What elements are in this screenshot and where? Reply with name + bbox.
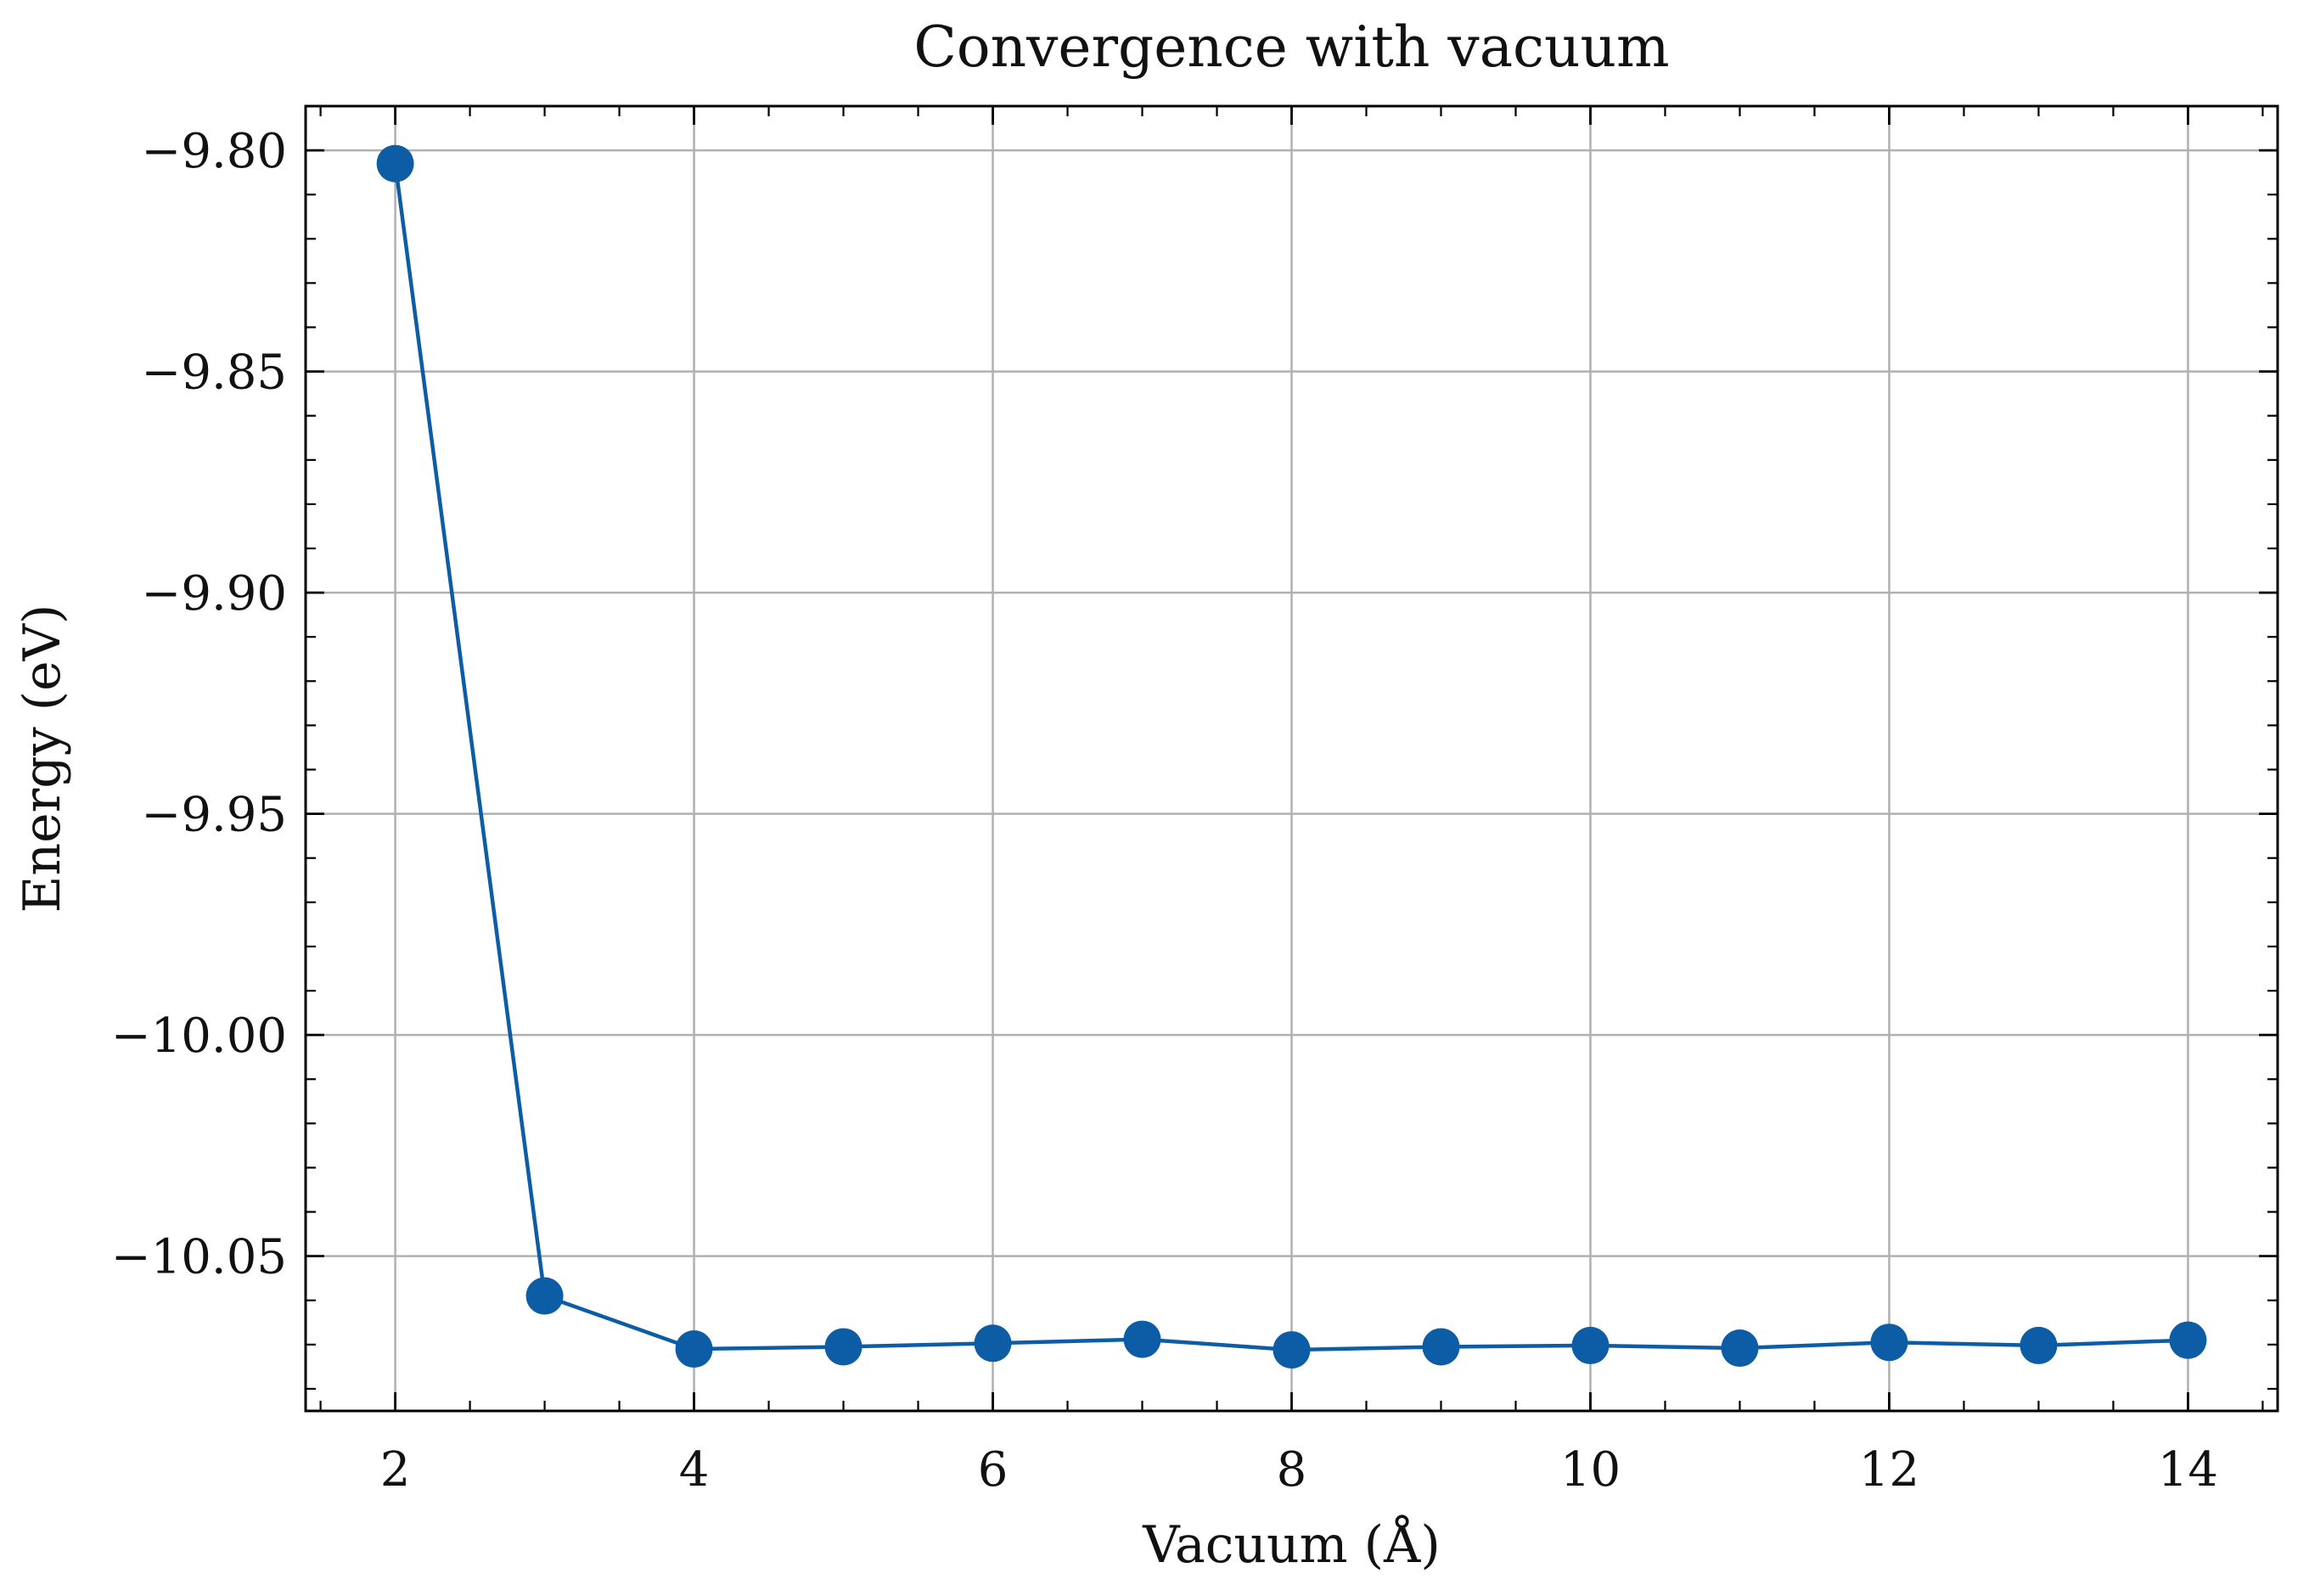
ticks <box>306 104 2278 1411</box>
y-axis-label: Energy (eV) <box>13 604 72 913</box>
data-point <box>1571 1326 1610 1364</box>
data-point <box>1422 1328 1460 1366</box>
data-point <box>1123 1320 1161 1358</box>
grid <box>306 106 2278 1411</box>
plot-frame <box>304 104 2279 1413</box>
data-point <box>1721 1329 1759 1368</box>
y-tick-label: −9.95 <box>141 788 287 843</box>
x-tick-label: 10 <box>1560 1442 1621 1498</box>
y-tick-label: −9.85 <box>141 346 287 401</box>
data-point <box>1870 1323 1908 1362</box>
chart-title: Convergence with vacuum <box>913 14 1669 80</box>
x-tick-label: 6 <box>978 1442 1009 1498</box>
y-tick-label: −9.80 <box>141 124 287 179</box>
x-tick-label: 12 <box>1859 1442 1919 1498</box>
data-point <box>525 1277 564 1315</box>
series-layer <box>376 144 2207 1369</box>
x-tick-label: 4 <box>679 1442 710 1498</box>
y-tick-label: −10.00 <box>111 1009 287 1064</box>
x-tick-label: 2 <box>380 1442 411 1498</box>
x-tick-label: 8 <box>1277 1442 1307 1498</box>
tick-labels: 2 4 6 8 10 12 14 −9.80 −9.85 −9.90 −9.95 −10.00 −10.… <box>111 124 2218 1498</box>
y-tick-label: −10.05 <box>111 1230 287 1285</box>
x-axis-label: Vacuum (Å) <box>1142 1515 1441 1575</box>
data-point <box>2169 1321 2207 1359</box>
data-point <box>824 1328 862 1366</box>
y-tick-label: −9.90 <box>141 566 287 621</box>
data-point <box>974 1324 1012 1363</box>
data-point <box>675 1330 713 1368</box>
data-point <box>376 144 414 183</box>
x-tick-label: 14 <box>2158 1442 2218 1498</box>
data-point <box>2020 1326 2058 1364</box>
data-point <box>1273 1331 1311 1369</box>
